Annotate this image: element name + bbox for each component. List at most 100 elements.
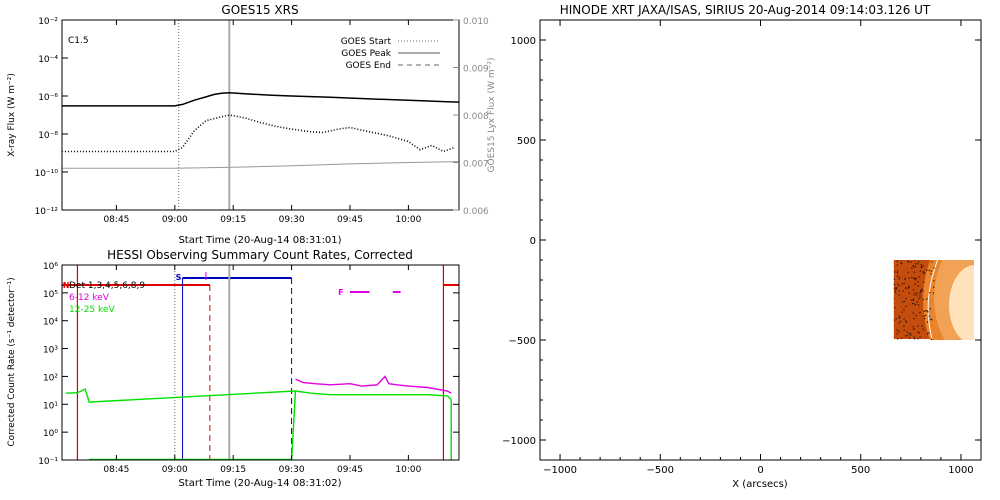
xrt-solar-image bbox=[893, 260, 974, 340]
hessi-legend-label: 6-12 keV bbox=[69, 293, 110, 303]
xrt-noise-pixel bbox=[922, 265, 924, 267]
xrt-noise-pixel bbox=[903, 309, 905, 311]
xrt-noise-pixel bbox=[893, 283, 896, 285]
xrt-noise-pixel bbox=[903, 325, 905, 327]
xrt-noise-pixel bbox=[904, 277, 907, 280]
xrt-noise-pixel bbox=[908, 287, 910, 289]
xrt-noise-pixel bbox=[926, 321, 928, 323]
xrt-noise-pixel bbox=[908, 292, 910, 294]
xrt-noise-pixel bbox=[918, 260, 920, 263]
hessi-plot-frame bbox=[61, 264, 460, 461]
hessi-gap-edge bbox=[290, 390, 297, 460]
xrt-y-tick-label: −500 bbox=[509, 336, 536, 347]
goes-x-tick-label: 09:45 bbox=[337, 215, 363, 225]
xrt-noise-pixel bbox=[920, 290, 922, 292]
hessi-title: HESSI Observing Summary Count Rates, Cor… bbox=[107, 248, 413, 262]
xrt-noise-pixel bbox=[922, 298, 924, 301]
hessi-x-tick-label: 09:30 bbox=[279, 465, 305, 475]
xrt-noise-pixel bbox=[919, 294, 921, 296]
xrt-noise-pixel bbox=[914, 338, 916, 340]
goes-y-tick-label: 10⁻⁶ bbox=[38, 93, 58, 103]
xrt-noise-pixel bbox=[899, 316, 901, 319]
xrt-noise-pixel bbox=[932, 292, 935, 294]
xrt-noise-pixel bbox=[913, 260, 915, 261]
xrt-noise-pixel bbox=[900, 260, 902, 261]
xrt-noise-pixel bbox=[893, 287, 895, 289]
xrt-noise-pixel bbox=[896, 272, 898, 274]
xrt-noise-pixel bbox=[905, 321, 907, 323]
xrt-noise-pixel bbox=[902, 290, 904, 292]
goes-y2label: GOES15 Lyx Flux (W m⁻²) bbox=[487, 58, 497, 173]
xrt-noise-pixel bbox=[901, 311, 903, 313]
xrt-noise-pixel bbox=[901, 283, 903, 285]
xrt-noise-pixel bbox=[905, 335, 907, 337]
xrt-noise-pixel bbox=[929, 308, 931, 310]
goes-y2-tick-label: 0.009 bbox=[463, 65, 489, 75]
xrt-noise-pixel bbox=[913, 277, 915, 279]
goes-legend-label: GOES Start bbox=[341, 37, 392, 47]
xrt-noise-pixel bbox=[898, 315, 901, 317]
xrt-noise-pixel bbox=[924, 314, 926, 316]
xrt-noise-pixel bbox=[933, 267, 935, 269]
xrt-noise-pixel bbox=[907, 287, 909, 289]
hessi-flag-label: F bbox=[338, 288, 343, 297]
xrt-noise-pixel bbox=[893, 298, 895, 300]
xrt-noise-pixel bbox=[928, 315, 930, 317]
xrt-noise-pixel bbox=[926, 310, 928, 312]
xrt-noise-pixel bbox=[928, 332, 930, 334]
xrt-noise-pixel bbox=[921, 265, 923, 268]
xrt-noise-pixel bbox=[911, 267, 913, 269]
xrt-plot-frame bbox=[539, 19, 982, 461]
xrt-noise-pixel bbox=[913, 336, 915, 338]
xrt-noise-pixel bbox=[927, 311, 929, 313]
xrt-noise-pixel bbox=[916, 301, 918, 303]
xrt-noise-pixel bbox=[912, 265, 915, 268]
xrt-noise-pixel bbox=[895, 292, 897, 294]
xrt-noise-pixel bbox=[920, 289, 922, 291]
xrt-noise-pixel bbox=[915, 277, 917, 279]
xrt-x-tick-label: 1000 bbox=[948, 465, 973, 476]
hessi-y-tick-label: 10³ bbox=[43, 346, 58, 356]
hessi-count-rate-panel: HESSI Observing Summary Count Rates, Cor… bbox=[7, 248, 460, 489]
hessi-legend-label: 12-25 keV bbox=[69, 305, 115, 315]
xrt-y-tick-label: 1000 bbox=[511, 36, 536, 47]
xrt-noise-pixel bbox=[917, 281, 919, 283]
xrt-noise-pixel bbox=[933, 280, 935, 282]
xrt-noise-pixel bbox=[905, 305, 907, 307]
xrt-title: HINODE XRT JAXA/ISAS, SIRIUS 20-Aug-2014… bbox=[560, 3, 931, 17]
hessi-y-tick-label: 10² bbox=[43, 373, 58, 383]
xrt-noise-pixel bbox=[905, 298, 907, 300]
xrt-noise-pixel bbox=[899, 276, 901, 279]
xrt-noise-pixel bbox=[905, 287, 907, 289]
goes-x-tick-label: 09:30 bbox=[279, 215, 305, 225]
xrt-noise-pixel bbox=[894, 307, 896, 309]
xrt-noise-pixel bbox=[912, 326, 914, 328]
xrt-y-tick-label: 500 bbox=[517, 136, 536, 147]
xrt-noise-pixel bbox=[895, 288, 897, 290]
xrt-noise-pixel bbox=[917, 285, 919, 287]
xrt-noise-pixel bbox=[923, 281, 925, 283]
xrt-noise-pixel bbox=[930, 270, 933, 272]
xrt-noise-pixel bbox=[923, 315, 925, 317]
xrt-noise-pixel bbox=[919, 336, 921, 338]
xrt-noise-pixel bbox=[898, 290, 900, 292]
xrt-noise-pixel bbox=[921, 325, 923, 327]
xrt-noise-pixel bbox=[906, 331, 908, 333]
xrt-noise-pixel bbox=[912, 265, 914, 267]
xrt-x-tick-label: −500 bbox=[647, 465, 674, 476]
xrt-noise-pixel bbox=[911, 276, 913, 279]
xrt-noise-pixel bbox=[896, 333, 898, 335]
xrt-noise-pixel bbox=[928, 269, 930, 272]
hessi-x-tick-label: 08:45 bbox=[103, 465, 129, 475]
xrt-x-tick-label: 500 bbox=[851, 465, 870, 476]
xrt-noise-pixel bbox=[914, 292, 916, 294]
xrt-noise-pixel bbox=[896, 270, 899, 272]
goes-y-tick-label: 10⁻¹⁰ bbox=[35, 169, 59, 179]
xrt-noise-pixel bbox=[915, 294, 917, 296]
xrt-noise-pixel bbox=[908, 333, 910, 335]
xrt-noise-pixel bbox=[916, 292, 918, 294]
xrt-noise-pixel bbox=[918, 332, 920, 334]
xrt-noise-pixel bbox=[921, 288, 923, 290]
xrt-noise-pixel bbox=[914, 279, 916, 281]
